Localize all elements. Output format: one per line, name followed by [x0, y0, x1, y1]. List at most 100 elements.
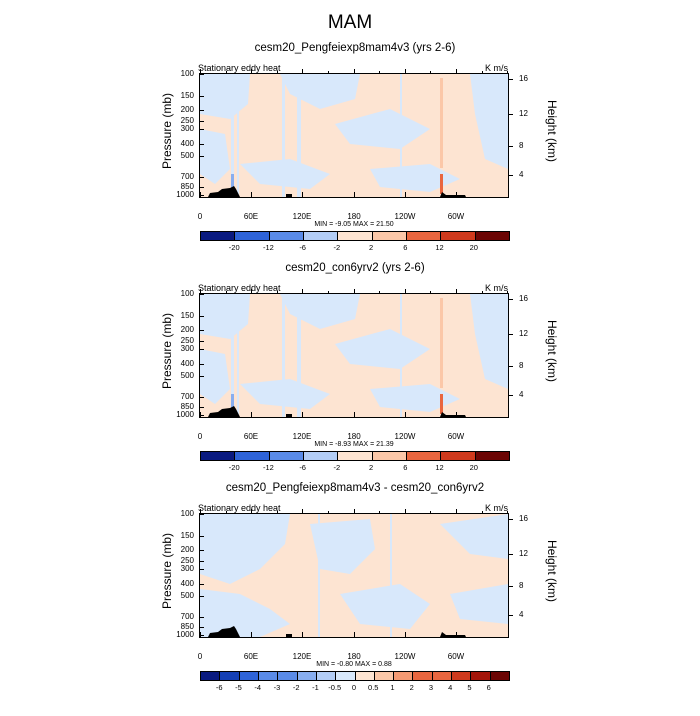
x-tick-label: 120E [292, 652, 312, 661]
colorbar [200, 231, 510, 241]
topography-africa [208, 406, 240, 417]
negative-region [335, 109, 430, 149]
colorbar-label: -0.5 [328, 683, 342, 692]
height-tick-mark [508, 79, 513, 80]
x-minor-tick [482, 71, 483, 74]
x-tick-mark [456, 632, 457, 637]
negative-region [440, 514, 508, 559]
x-tick-label: 60E [243, 212, 259, 221]
pressure-tick-label: 700 [180, 612, 194, 621]
colorbar-swatch [394, 672, 414, 680]
x-tick-mark [405, 192, 406, 197]
pressure-tick-label: 150 [180, 91, 194, 100]
x-minor-tick [200, 511, 201, 514]
x-tick-label: 120E [292, 432, 312, 441]
pressure-tick-mark [200, 349, 204, 350]
negative-region [200, 349, 230, 404]
x-minor-tick [379, 291, 380, 294]
colorbar-label: 2 [369, 463, 374, 472]
colorbar-swatch [413, 672, 433, 680]
pressure-tick-mark [200, 584, 204, 585]
x-tick-label: 180 [347, 652, 361, 661]
vertical-strand [237, 294, 239, 417]
height-tick-mark [508, 586, 513, 587]
x-tick-mark [354, 632, 355, 637]
colorbar [200, 451, 510, 461]
field-svg [200, 74, 508, 197]
colorbar-label: -2 [292, 683, 300, 692]
topography-asia [286, 414, 292, 417]
negative-region [470, 294, 508, 389]
colorbar-swatch [355, 672, 375, 680]
topography-asia [286, 634, 292, 637]
pressure-tick-label: 150 [180, 531, 194, 540]
negative-region [370, 384, 460, 412]
vertical-strand [297, 294, 301, 417]
x-tick-mark [302, 192, 303, 197]
colorbar-swatch [220, 672, 240, 680]
negative-core [231, 174, 234, 189]
plot-area [200, 514, 508, 637]
x-tick-mark [456, 192, 457, 197]
colorbar-label: 20 [469, 463, 478, 472]
x-minor-tick [379, 511, 380, 514]
pressure-tick-label: 1000 [176, 630, 194, 639]
chart-title: cesm20_Pengfeiexp8mam4v3 - cesm20_con6yr… [225, 482, 485, 494]
pressure-tick-mark [200, 364, 204, 365]
pressure-tick-mark [200, 376, 204, 377]
pressure-tick-mark [200, 415, 204, 416]
colorbar-swatch [475, 452, 509, 460]
height-tick-label: 12 [519, 549, 528, 558]
x-minor-tick [507, 71, 508, 74]
x-minor-tick [302, 71, 303, 74]
x-tick-label: 60W [447, 432, 465, 441]
colorbar [200, 671, 510, 681]
negative-region [335, 329, 430, 369]
vertical-strand [231, 74, 234, 197]
height-tick-mark [508, 615, 513, 616]
x-minor-tick [328, 291, 329, 294]
height-tick-label: 8 [519, 361, 524, 370]
pressure-tick-mark [200, 514, 204, 515]
colorbar-swatch [303, 452, 339, 460]
height-tick-label: 8 [519, 141, 524, 150]
x-minor-tick [482, 511, 483, 514]
pressure-tick-label: 700 [180, 172, 194, 181]
x-tick-mark [354, 192, 355, 197]
pressure-tick-mark [200, 635, 204, 636]
negative-region [200, 589, 290, 637]
colorbar-swatch [441, 452, 476, 460]
colorbar-swatch [239, 672, 259, 680]
negative-region [495, 294, 508, 314]
pressure-tick-mark [200, 407, 204, 408]
x-tick-mark [354, 412, 355, 417]
colorbar-label: -20 [228, 463, 240, 472]
colorbar-swatch [201, 672, 221, 680]
colorbar-swatch [441, 232, 476, 240]
pressure-tick-mark [200, 294, 204, 295]
x-tick-mark [200, 192, 201, 197]
colorbar-label: -12 [263, 243, 274, 252]
pressure-tick-label: 100 [180, 289, 194, 298]
positive-strand [440, 298, 443, 388]
positive-strand [440, 78, 443, 168]
vertical-strand [282, 294, 285, 417]
negative-region [200, 129, 230, 184]
x-tick-label: 120W [394, 212, 416, 221]
height-tick-mark [508, 554, 513, 555]
colorbar-swatch [297, 672, 317, 680]
x-minor-tick [430, 71, 431, 74]
pressure-tick-mark [200, 195, 204, 196]
pressure-tick-label: 850 [180, 402, 194, 411]
x-minor-tick [405, 511, 406, 514]
colorbar-swatch [336, 672, 356, 680]
negative-core [231, 394, 234, 409]
pressure-tick-mark [200, 110, 204, 111]
colorbar-label: 0.5 [368, 683, 379, 692]
x-tick-label: 0 [197, 432, 203, 441]
colorbar-swatch [471, 672, 491, 680]
units-label: K m/s [484, 63, 508, 73]
pressure-tick-mark [200, 316, 204, 317]
height-tick-mark [508, 334, 513, 335]
colorbar-label: 6 [486, 683, 491, 692]
